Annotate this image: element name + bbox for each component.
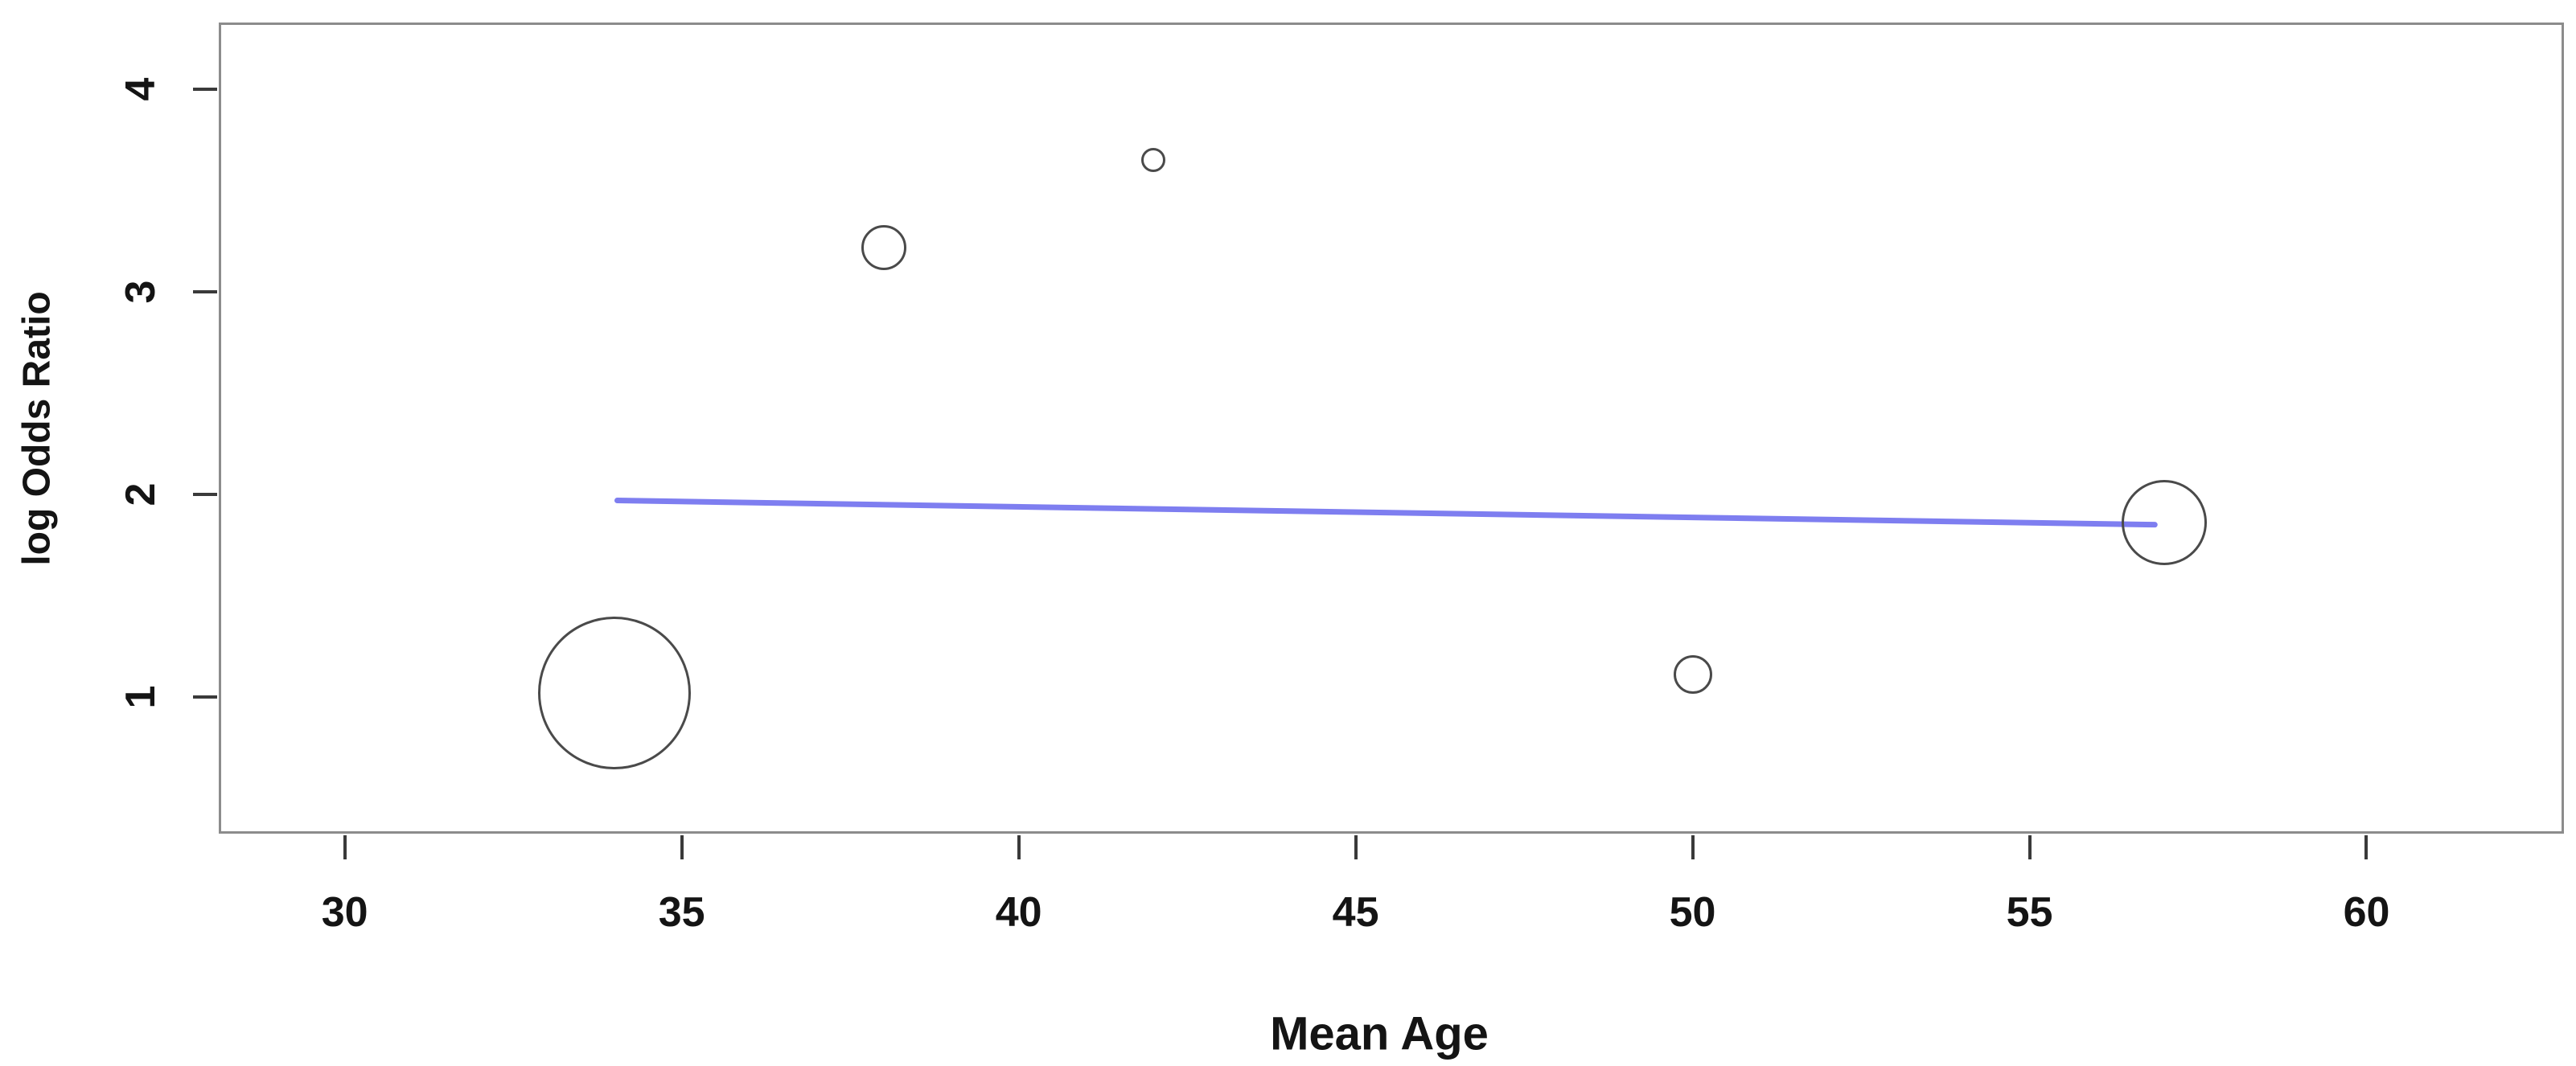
- x-axis-title: Mean Age: [1270, 1007, 1489, 1060]
- y-tick: [193, 493, 217, 496]
- study-bubble: [2122, 480, 2208, 566]
- x-tick-label: 50: [1669, 889, 1716, 936]
- x-tick: [2364, 835, 2369, 859]
- plot-area: [219, 23, 2564, 834]
- x-tick-label: 60: [2343, 889, 2390, 936]
- x-tick: [343, 835, 347, 859]
- x-tick: [1354, 835, 1358, 859]
- study-bubble: [1141, 148, 1166, 173]
- x-tick-label: 30: [321, 889, 368, 936]
- y-tick-label: 3: [117, 280, 164, 304]
- x-tick-label: 55: [2006, 889, 2053, 936]
- x-tick: [2028, 835, 2032, 859]
- x-tick: [1017, 835, 1021, 859]
- y-tick-label: 2: [117, 482, 164, 506]
- y-tick: [193, 695, 217, 699]
- study-bubble: [1673, 655, 1712, 695]
- y-tick-label: 1: [117, 685, 164, 709]
- y-tick-label: 4: [117, 77, 164, 101]
- study-bubble: [861, 224, 907, 270]
- y-tick: [193, 88, 217, 92]
- x-tick-label: 45: [1332, 889, 1379, 936]
- y-tick: [193, 290, 217, 294]
- x-tick-label: 35: [658, 889, 705, 936]
- x-tick: [1691, 835, 1695, 859]
- x-tick: [680, 835, 684, 859]
- study-bubble: [537, 616, 691, 769]
- x-tick-label: 40: [995, 889, 1042, 936]
- y-axis-title: log Odds Ratio: [15, 290, 59, 566]
